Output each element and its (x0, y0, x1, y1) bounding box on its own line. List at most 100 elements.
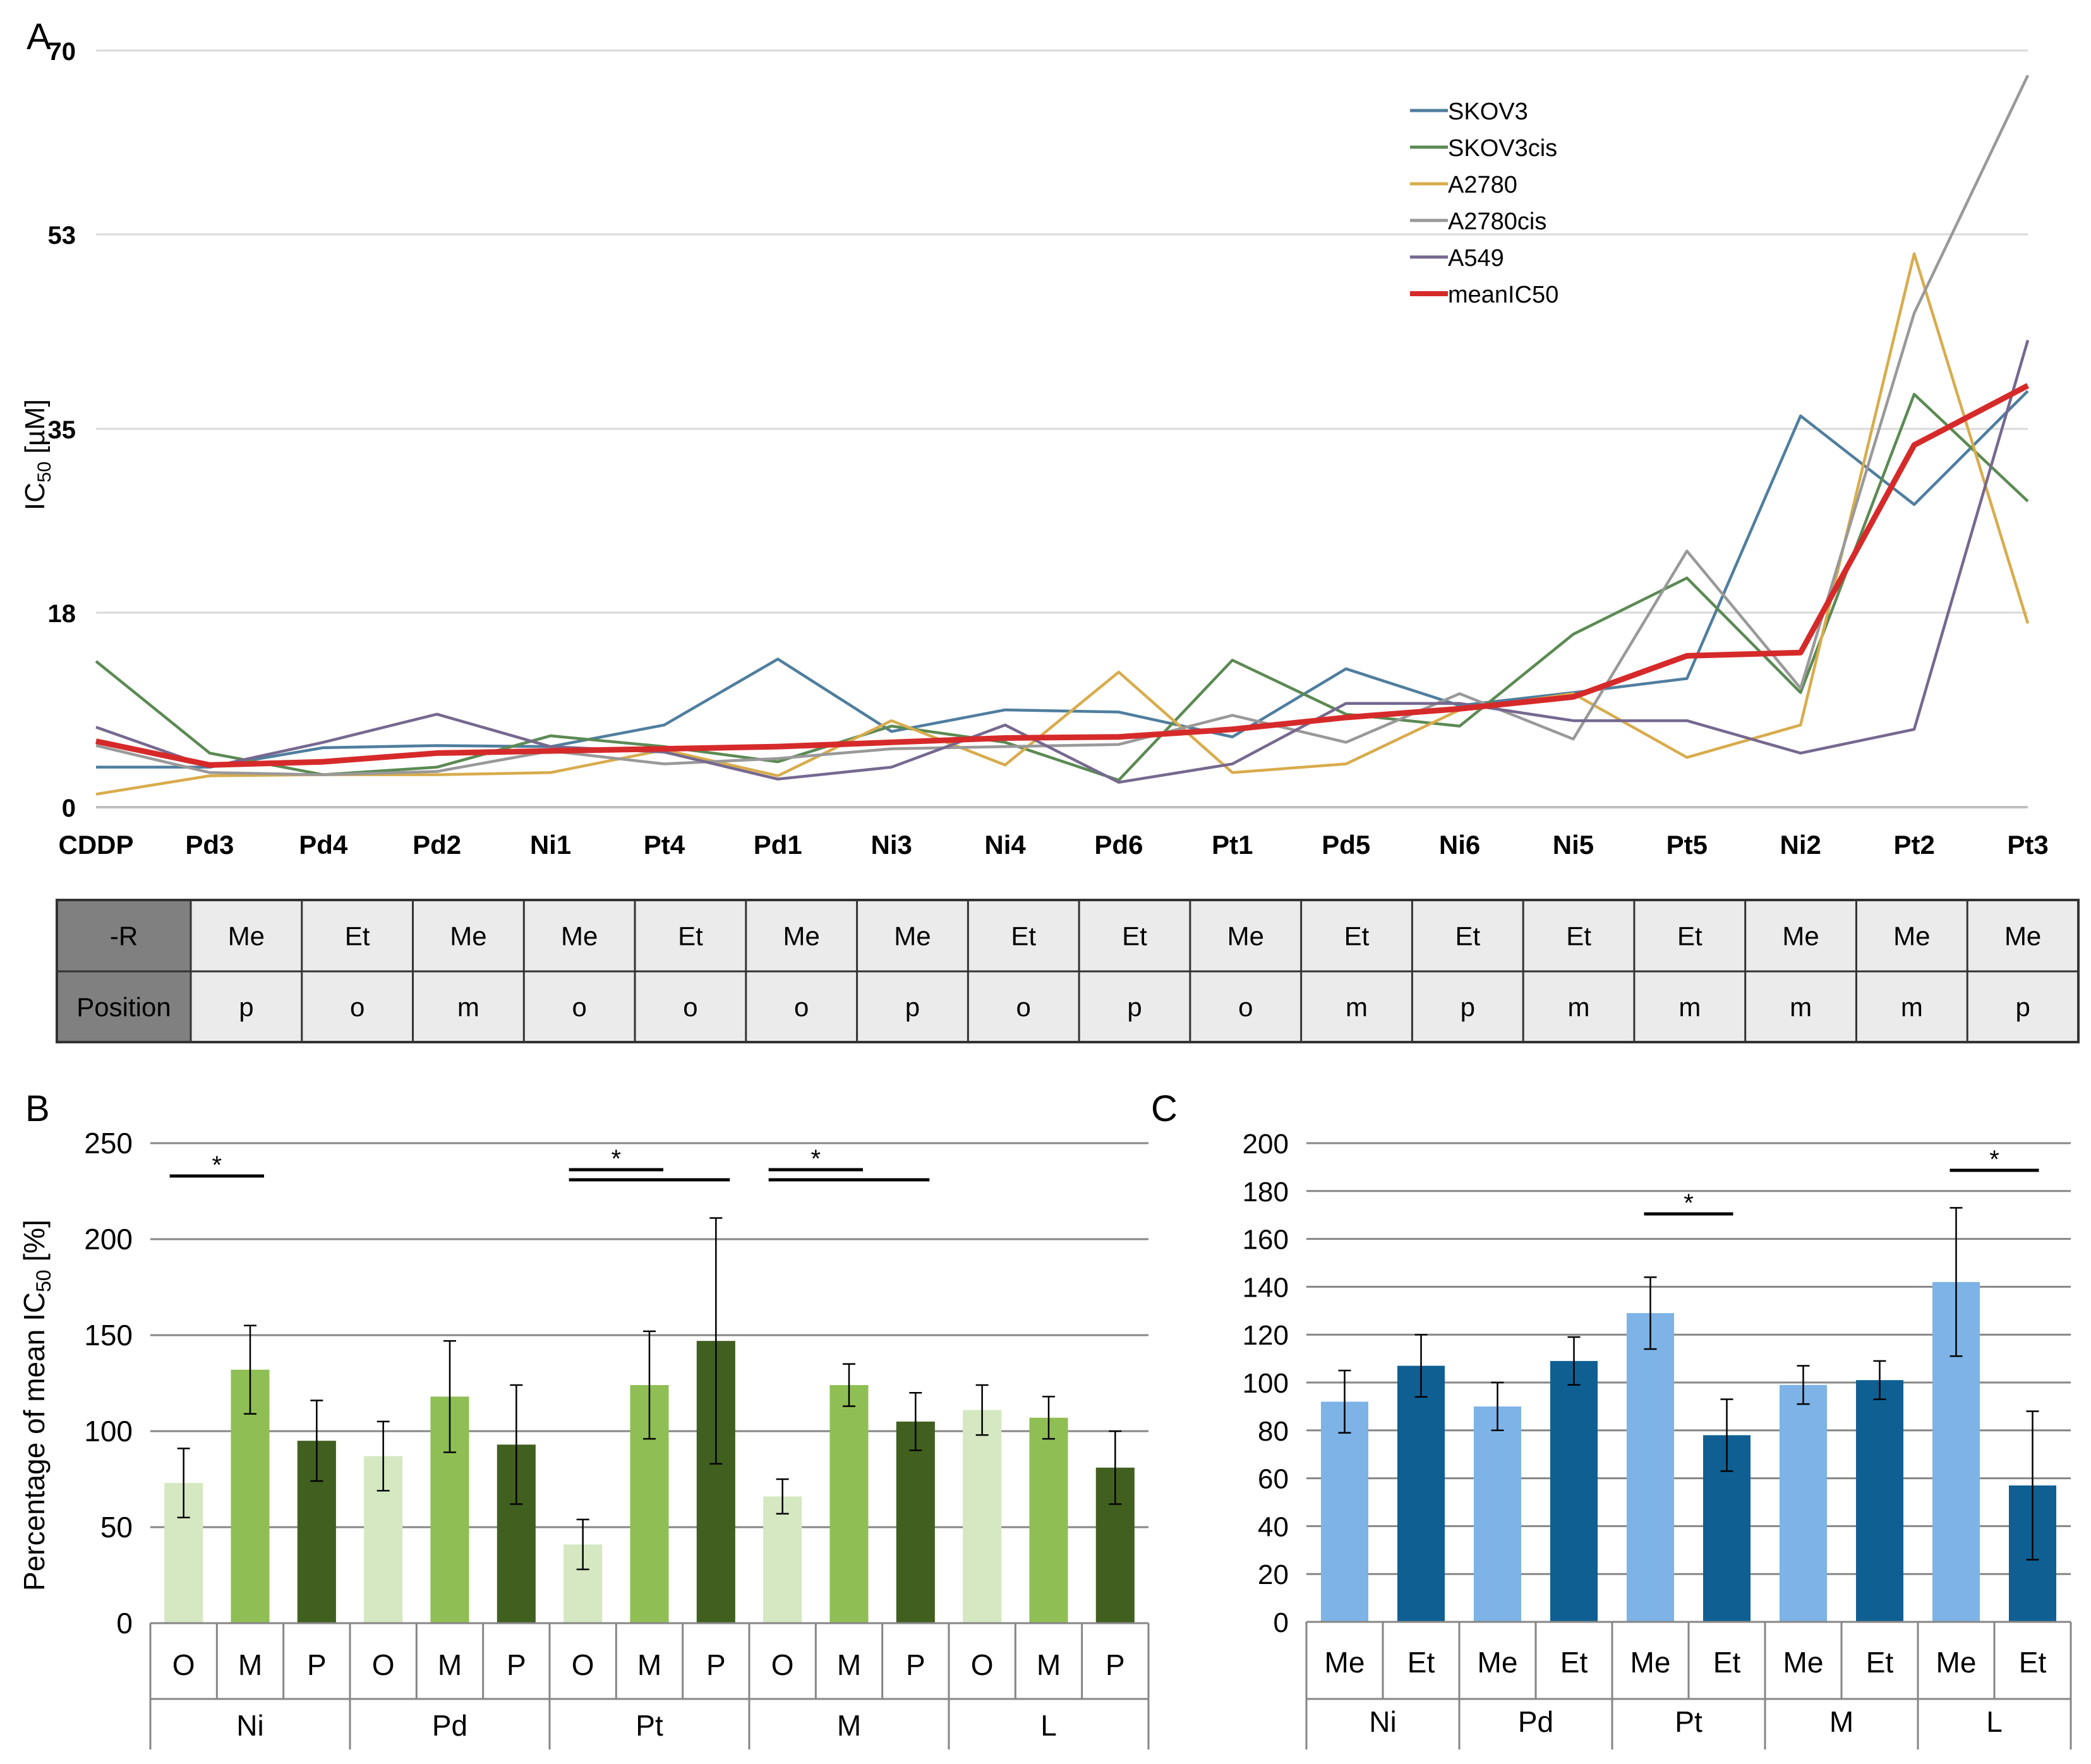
table-cell-position: m (1346, 992, 1368, 1022)
x-category-label: P (507, 1648, 526, 1681)
x-tick-label: Ni3 (871, 830, 912, 860)
panel-b-bar-chart: B 0 50 100 150 200 250 O M P O M P O M P O M P O M P Ni Pd Pt M… (18, 1088, 1150, 1749)
x-tick-label: CDDP (58, 830, 133, 860)
x-group-label: Pd (1518, 1705, 1553, 1738)
bar (763, 1496, 802, 1623)
table-row-header: -R (110, 921, 138, 951)
table-cell-r: Me (450, 921, 486, 951)
x-category-label: Me (1478, 1646, 1518, 1679)
x-tick-label: Pt2 (1893, 830, 1934, 860)
bar (1397, 1365, 1445, 1622)
x-tick-label: Pt1 (1212, 830, 1253, 860)
series-line-meanic50 (95, 383, 2030, 768)
legend-label: A549 (1448, 245, 1504, 272)
x-category-label: O (372, 1648, 395, 1681)
x-tick-label: Pd2 (413, 830, 461, 860)
x-category-label: M (438, 1648, 462, 1681)
x-tick-label: Ni4 (984, 830, 1026, 860)
y-tick-label: 18 (48, 600, 76, 628)
x-category-label: P (1106, 1648, 1125, 1681)
table-cell-r: Me (1893, 921, 1930, 951)
bar (1626, 1313, 1675, 1622)
x-tick-label: Ni2 (1780, 830, 1821, 860)
x-tick-label: Ni6 (1439, 830, 1480, 860)
y-tick-label: 0 (1274, 1607, 1289, 1638)
table-cell-r: Me (2004, 921, 2041, 951)
table-cell-position: p (1127, 992, 1142, 1022)
x-tick-label: Ni1 (530, 830, 571, 860)
panel-b-letter: B (25, 1088, 50, 1129)
table-cell-position: o (1016, 992, 1031, 1022)
y-tick-label: 60 (1258, 1464, 1289, 1495)
significance-asterisk: * (811, 1145, 821, 1173)
bar (1029, 1417, 1068, 1623)
table-cell-position: p (1461, 992, 1475, 1022)
x-category-label: Me (1630, 1646, 1671, 1679)
x-category-label: P (706, 1648, 726, 1681)
legend-label: SKOV3cis (1448, 135, 1557, 162)
legend-label: SKOV3 (1448, 99, 1528, 125)
x-category-label: Et (1407, 1646, 1435, 1679)
x-tick-label: Ni5 (1553, 830, 1594, 860)
table-cell-position: p (239, 992, 253, 1022)
bar (1320, 1401, 1369, 1622)
x-tick-label: Pd4 (299, 830, 348, 860)
table-cell-r: Me (1782, 921, 1819, 951)
bar (963, 1410, 1002, 1623)
table-cell-r: Et (345, 921, 370, 951)
table-cell-position: o (350, 992, 365, 1022)
significance-markers: * * * (169, 1145, 930, 1182)
bar (1855, 1380, 1904, 1622)
legend-label: meanIC50 (1448, 282, 1558, 308)
x-group-label: M (1829, 1705, 1853, 1738)
x-category-label: P (307, 1648, 327, 1681)
substituent-table: -R Position Me Et Me Me Et Me Me Et Et Me Et Et Et Et Me… (56, 899, 2080, 1043)
y-tick-label: 80 (1258, 1416, 1289, 1447)
bar (1779, 1384, 1828, 1622)
series-line-skov3 (96, 390, 2029, 769)
y-tick-label: 180 (1243, 1177, 1289, 1208)
significance-asterisk: * (1684, 1189, 1694, 1217)
table-cell-r: Me (228, 921, 265, 951)
x-category-label: M (238, 1648, 262, 1681)
table-cell-position: o (683, 992, 697, 1022)
y-tick-label: 40 (1258, 1511, 1289, 1542)
x-category-label: P (906, 1648, 925, 1681)
panel-a-letter: A (27, 16, 51, 57)
x-group-label: M (837, 1709, 861, 1742)
table-cell-position: m (1901, 992, 1923, 1022)
x-tick-label: Pd5 (1322, 830, 1370, 860)
x-group-label: Ni (236, 1709, 263, 1742)
x-tick-label: Pt5 (1666, 830, 1708, 860)
significance-asterisk: * (1989, 1146, 1999, 1173)
series-line-a2780 (95, 252, 2030, 796)
x-group-label: L (1040, 1709, 1057, 1742)
y-tick-label: 200 (84, 1223, 133, 1256)
x-category-label: O (172, 1648, 195, 1681)
y-tick-label: 140 (1243, 1272, 1289, 1303)
series-line-skov3cis (95, 392, 2029, 782)
bar (829, 1385, 869, 1623)
panel-c-bar-chart: C 0 20 40 60 80 100 120 140 160 180 200 Me Et Me Et Me… (1151, 1088, 2072, 1749)
table-cell-position: m (457, 992, 479, 1022)
table-cell-position: o (794, 992, 809, 1022)
y-tick-label: 150 (84, 1319, 133, 1352)
table-cell-r: Et (1011, 921, 1036, 951)
panel-c-letter: C (1151, 1088, 1178, 1129)
bar (1550, 1360, 1598, 1622)
x-category-label: M (637, 1648, 661, 1681)
x-category-label: Me (1936, 1646, 1977, 1679)
y-axis-label: Percentage of mean IC50 [%] (18, 1220, 55, 1591)
y-tick-label: 120 (1243, 1320, 1289, 1351)
y-axis-label: IC50 [µM] (20, 399, 55, 510)
y-tick-label: 200 (1243, 1129, 1289, 1160)
series-line-a549 (95, 340, 2030, 784)
panel-a-line-chart: A 0 18 35 53 70 CDDP Pd3 Pd4 Pd2 Ni1 Pt4 Pd1 Ni3 Ni4… (20, 16, 2049, 860)
table-cell-position: m (1678, 992, 1701, 1022)
x-tick-label: Pt4 (644, 830, 685, 860)
y-tick-label: 20 (1258, 1559, 1289, 1590)
significance-asterisk: * (212, 1151, 222, 1179)
table-cell-r: Et (1344, 921, 1370, 951)
x-group-label: Pt (1675, 1705, 1702, 1738)
y-tick-label: 250 (84, 1127, 133, 1160)
